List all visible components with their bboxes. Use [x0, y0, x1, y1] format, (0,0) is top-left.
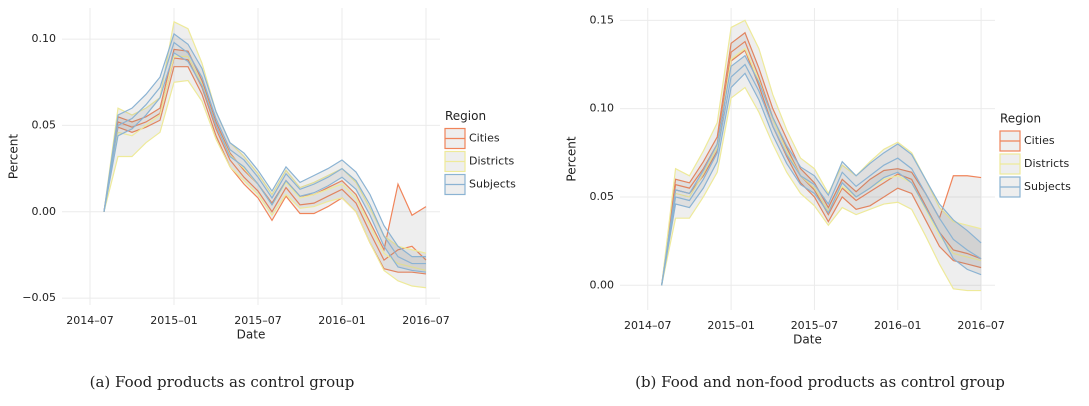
- x-axis-label: Date: [237, 328, 266, 342]
- y-tick-label: 0.00: [590, 278, 615, 291]
- line: [103, 57, 427, 262]
- ribbon-fill: [661, 20, 982, 291]
- legend-label: Districts: [1024, 157, 1070, 170]
- x-tick-label: 2015–07: [234, 314, 282, 327]
- ribbon-fill: [104, 21, 426, 288]
- y-tick-label: 0.00: [32, 205, 57, 218]
- x-tick-label: 2014–07: [624, 319, 672, 332]
- caption: (a) Food products as control group: [90, 373, 355, 391]
- y-tick-label: 0.10: [590, 102, 615, 115]
- x-tick-label: 2015–07: [791, 319, 839, 332]
- ribbon-upper: [103, 20, 427, 254]
- ribbon-lower: [661, 49, 982, 286]
- ribbon-fill: [661, 55, 982, 286]
- line: [661, 47, 982, 286]
- line: [661, 63, 982, 286]
- ribbon-upper: [661, 54, 982, 286]
- x-tick-label: 2016–07: [957, 319, 1005, 332]
- y-axis-label: Percent: [7, 134, 21, 179]
- x-tick-label: 2016–07: [402, 314, 450, 327]
- y-tick-label: 0.10: [32, 32, 57, 45]
- caption: (b) Food and non-food products as contro…: [635, 373, 1005, 391]
- ribbon-lower: [103, 51, 427, 273]
- x-tick-label: 2014–07: [66, 314, 114, 327]
- x-tick-label: 2016–01: [318, 314, 366, 327]
- ribbon-fill: [104, 33, 426, 273]
- y-tick-label: 0.05: [32, 118, 57, 131]
- panel: −0.05 0.00 0.05 0.10 2014–07 2015–01 2015–07 20…: [7, 8, 516, 391]
- y-tick-label: 0.05: [590, 190, 615, 203]
- legend-title: Region: [1000, 112, 1041, 126]
- x-axis-label: Date: [793, 333, 822, 347]
- ribbon-lower: [661, 86, 982, 292]
- y-tick-label: −0.05: [22, 291, 56, 304]
- legend-label: Cities: [469, 132, 500, 145]
- legend-title: Region: [445, 109, 486, 123]
- legend-label: Subjects: [469, 178, 516, 191]
- x-tick-label: 2015–01: [150, 314, 198, 327]
- legend-label: Cities: [1024, 134, 1055, 147]
- y-axis-label: Percent: [565, 136, 579, 181]
- legend-label: Districts: [469, 155, 515, 168]
- ribbon-lower: [661, 72, 982, 286]
- ribbon-lower: [103, 79, 427, 289]
- x-tick-label: 2015–01: [707, 319, 755, 332]
- ribbon-upper: [103, 32, 426, 258]
- panel: 0.00 0.05 0.10 0.15 2014–07 2015–01 2015–07 201…: [565, 8, 1071, 391]
- y-tick-label: 0.15: [590, 13, 615, 26]
- line: [103, 41, 426, 265]
- legend-label: Subjects: [1024, 180, 1071, 193]
- x-tick-label: 2016–01: [874, 319, 922, 332]
